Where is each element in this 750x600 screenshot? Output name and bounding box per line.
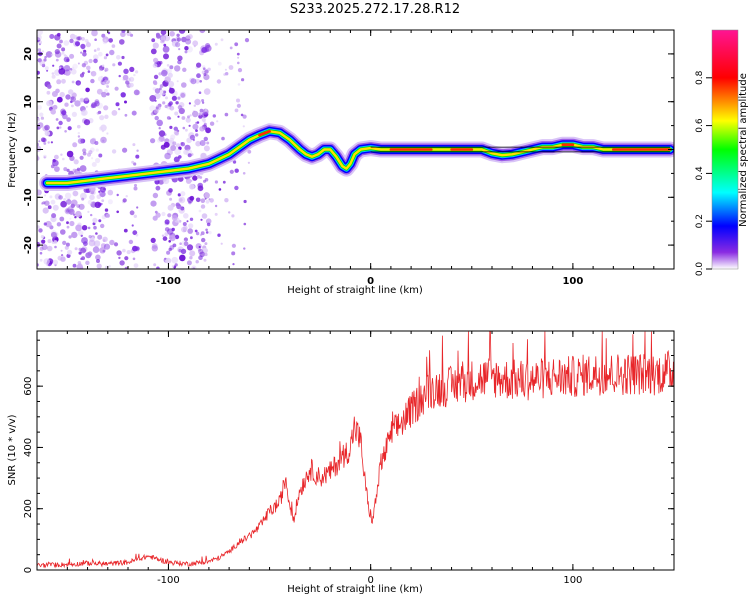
y-tick-label: -10	[23, 188, 34, 206]
snr-x-label: Height of straight line (km)	[287, 584, 423, 595]
spectral-ridge	[39, 123, 674, 191]
y-tick-label: 10	[23, 95, 34, 109]
snr-x-tick-label: 0	[367, 575, 373, 586]
snr-x-tick-label: 100	[563, 575, 582, 586]
colorbar-ticks: 0.0 0.2 0.4 0.6 0.8	[695, 70, 712, 276]
y-tick-label: 20	[23, 47, 34, 61]
snr-y-label: SNR (10 * v/v)	[7, 414, 18, 485]
spectrogram-y-label: Frequency (Hz)	[7, 112, 18, 188]
spectrogram-x-label: Height of straight line (km)	[287, 285, 423, 296]
y-tick-label: 0	[23, 146, 34, 153]
x-tick-label: -100	[156, 276, 181, 287]
chart-title: S233.2025.272.17.28.R12	[289, 2, 461, 17]
snr-y-tick-label: 400	[23, 438, 34, 457]
colorbar-tick-label: 0.8	[695, 70, 705, 85]
x-tick-label: 100	[562, 276, 583, 287]
ridge-hot-0	[258, 130, 271, 137]
snr-y-tick-label: 200	[23, 499, 34, 518]
snr-axes: -100 0 100 0 200 400 600	[23, 331, 675, 586]
colorbar	[712, 30, 738, 269]
snr-series-line	[37, 331, 674, 569]
snr-frame	[36, 330, 675, 571]
colorbar-label: Normalized spectral amplitude	[738, 73, 749, 227]
colorbar-tick-label: 0.4	[695, 166, 705, 181]
snr-y-tick-label: 0	[23, 567, 34, 573]
ridge-layer-5	[45, 130, 672, 185]
colorbar-tick-label: 0.0	[695, 262, 705, 277]
colorbar-tick-label: 0.2	[695, 214, 705, 228]
colorbar-tick-label: 0.6	[695, 118, 705, 133]
snr-y-tick-label: 600	[23, 377, 34, 396]
colorbar-frame	[711, 29, 739, 270]
x-tick-label: 0	[367, 276, 374, 287]
y-tick-label: -20	[23, 236, 34, 254]
snr-x-tick-label: -100	[157, 575, 180, 586]
